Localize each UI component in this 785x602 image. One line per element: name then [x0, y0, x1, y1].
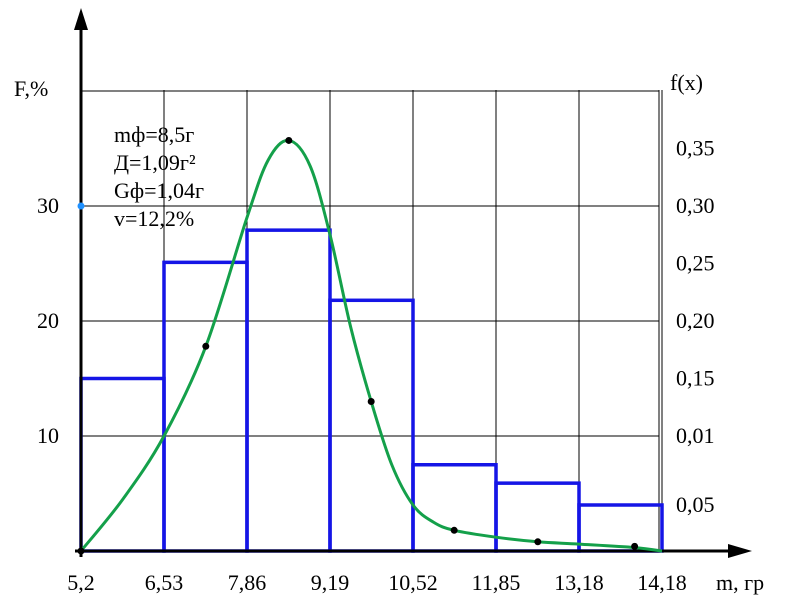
histogram-bar — [245, 228, 332, 553]
curve-point — [450, 526, 458, 534]
y-left-tick-label: 10 — [37, 423, 59, 448]
x-tick-label: 13,18 — [554, 570, 604, 595]
histogram-bar — [328, 298, 415, 553]
x-tick-label: 5,2 — [67, 570, 95, 595]
curve-point — [631, 542, 639, 550]
x-axis-label: m, гр — [716, 570, 764, 595]
y-right-tick-label: 0,01 — [676, 423, 715, 448]
tick-labels: 5,2 6,53 7,86 9,19 10,52 11,85 13,18 14,18 10 20 3… — [37, 136, 715, 596]
y-right-tick-label: 0,25 — [676, 251, 715, 276]
y-axis-arrow — [74, 8, 88, 30]
x-tick-label: 10,52 — [388, 570, 438, 595]
histogram-bar — [411, 463, 498, 553]
y-right-tick-label: 0,20 — [676, 308, 715, 333]
x-tick-label: 14,18 — [637, 570, 687, 595]
annotation-cv: v=12,2% — [114, 206, 194, 231]
annotation-variance: Д=1,09г² — [114, 150, 196, 175]
curve-point — [367, 398, 375, 405]
y-left-tick-label: 30 — [37, 193, 59, 218]
highlight-marker — [77, 202, 85, 210]
annotation-mean: mф=8,5г — [114, 122, 194, 147]
x-tick-label: 9,19 — [311, 570, 350, 595]
histogram-bars — [79, 228, 664, 553]
curve-point — [534, 538, 542, 546]
curve-point — [285, 136, 293, 144]
annotation-std: Gф=1,04г — [114, 178, 204, 203]
y-right-tick-label: 0,30 — [676, 193, 715, 218]
y-right-tick-label: 0,05 — [676, 492, 715, 517]
x-tick-label: 7,86 — [228, 570, 267, 595]
histogram-bar — [79, 376, 166, 553]
histogram-bar — [162, 260, 249, 553]
y-right-axis-label: f(x) — [670, 70, 703, 95]
y-right-tick-label: 0,35 — [676, 136, 715, 161]
grid — [81, 90, 663, 551]
y-left-axis-label: F,% — [14, 76, 48, 101]
y-right-tick-label: 0,15 — [676, 366, 715, 391]
curve-point — [77, 547, 85, 555]
x-tick-label: 6,53 — [145, 570, 184, 595]
x-axis-arrow — [728, 544, 752, 558]
curve-point — [202, 342, 210, 350]
x-tick-label: 11,85 — [472, 570, 521, 595]
axes — [74, 8, 752, 558]
y-left-tick-label: 20 — [37, 308, 59, 333]
density-curve — [77, 136, 663, 555]
